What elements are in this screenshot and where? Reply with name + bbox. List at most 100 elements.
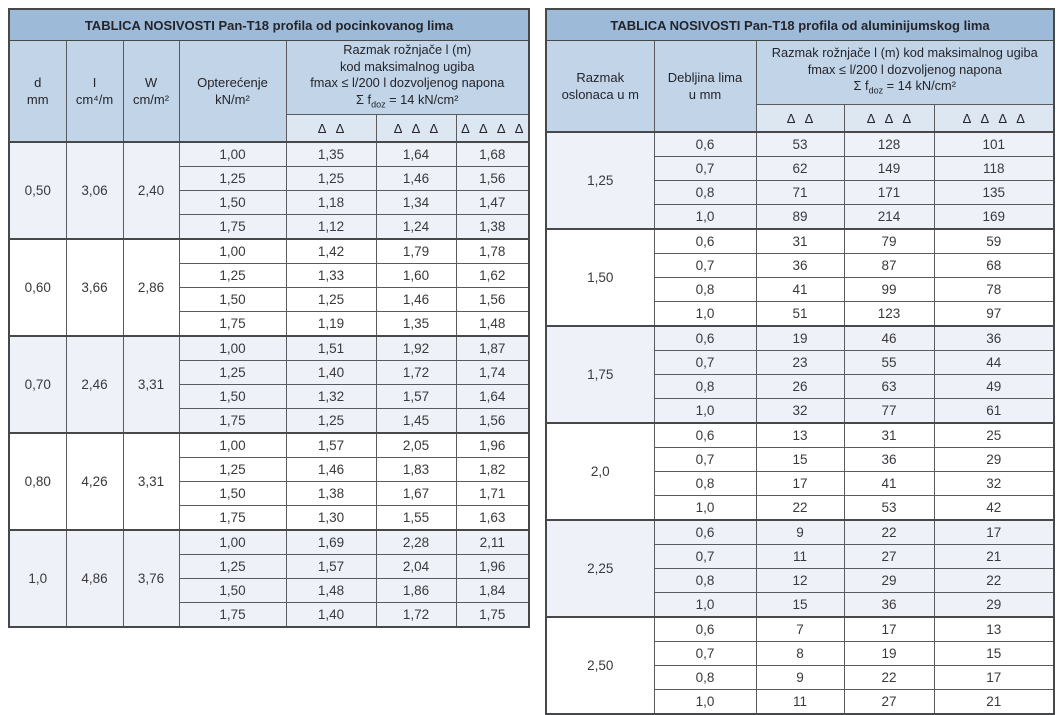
value-cell: 1,64 [375, 141, 457, 167]
value-cell: 1,46 [375, 287, 457, 312]
value-cell: 1,72 [375, 360, 457, 385]
row-key-cell: 0,6 [653, 228, 757, 254]
page: TABLICA NOSIVOSTI Pan-T18 profila od poc… [8, 8, 1056, 715]
table-row: 1,25 1,25 1,46 1,56 [9, 166, 530, 191]
value-cell: 1,24 [375, 214, 457, 240]
value-cell: 1,12 [285, 214, 377, 240]
value-cell: 169 [933, 204, 1055, 230]
row-key-cell: 1,75 [178, 311, 287, 337]
row-key-cell: 1,25 [178, 263, 287, 288]
table-row: 0,8 71 171 135 [546, 180, 1055, 205]
row-key-cell: 0,6 [653, 422, 757, 448]
value-cell: 32 [755, 398, 845, 424]
value-cell: 1,34 [375, 190, 457, 215]
row-key-cell: 1,00 [178, 335, 287, 361]
title-row: TABLICA NOSIVOSTI Pan-T18 profila od poc… [8, 8, 530, 41]
span-header: Razmak rožnjače l (m) kod maksimalnog ug… [755, 40, 1055, 105]
row-key-cell: 0,8 [653, 568, 757, 593]
value-cell: 36 [843, 592, 935, 618]
value-cell: 1,92 [375, 335, 457, 361]
row-key-cell: 1,75 [178, 408, 287, 434]
value-cell: 1,78 [455, 238, 530, 264]
value-cell: 46 [843, 325, 935, 351]
value-cell: 1,57 [375, 384, 457, 409]
value-cell: 1,38 [285, 481, 377, 506]
table-row: 0,60 3,66 2,86 1,00 1,42 1,79 1,78 [8, 238, 530, 337]
value-cell: 29 [933, 592, 1055, 618]
value-cell: 1,84 [455, 578, 530, 603]
value-cell: 1,51 [285, 335, 377, 361]
row-key-cell: 0,6 [653, 616, 757, 642]
group-razmak-value: 2,0 [545, 422, 655, 521]
row-key-cell: 1,50 [178, 578, 287, 603]
col-header-line: oslonaca u m [561, 87, 639, 102]
row-key-cell: 0,7 [653, 253, 757, 278]
span-header-line: Razmak rožnjače l (m) [343, 42, 472, 58]
value-cell: 1,56 [455, 287, 530, 312]
value-cell: 53 [843, 495, 935, 521]
value-cell: 1,82 [455, 457, 530, 482]
value-cell: 1,69 [285, 529, 377, 555]
table-row: 0,7 23 55 44 [546, 350, 1055, 375]
value-cell: 1,48 [285, 578, 377, 603]
value-cell: 171 [843, 180, 935, 205]
group-d-value: 1,0 [8, 529, 67, 628]
value-cell: 23 [755, 350, 845, 375]
value-cell: 123 [843, 301, 935, 327]
value-cell: 15 [933, 641, 1055, 666]
table-row: 0,7 36 87 68 [546, 253, 1055, 278]
value-cell: 1,32 [285, 384, 377, 409]
value-cell: 77 [843, 398, 935, 424]
group-d-value: 0,70 [8, 335, 67, 434]
table-row: 0,50 3,06 2,40 1,00 1,35 1,64 1,68 [8, 141, 530, 240]
col-header-debljina: Debljina lima u mm [653, 40, 757, 133]
value-cell: 12 [755, 568, 845, 593]
row-key-cell: 0,7 [653, 156, 757, 181]
value-cell: 99 [843, 277, 935, 302]
value-cell: 17 [933, 519, 1055, 545]
value-cell: 22 [755, 495, 845, 521]
value-cell: 68 [933, 253, 1055, 278]
value-cell: 1,40 [285, 602, 377, 628]
value-cell: 1,57 [285, 432, 377, 458]
value-cell: 1,48 [455, 311, 530, 337]
value-cell: 19 [755, 325, 845, 351]
value-cell: 135 [933, 180, 1055, 205]
header-row: d mm I cm⁴/m W cm/m² Opterećenje kN/m² R… [8, 40, 530, 143]
group-i-value: 4,86 [65, 529, 124, 628]
span-header-sigma-line: Σ fdoz = 14 kN/cm² [853, 78, 956, 97]
row-key-cell: 1,75 [178, 602, 287, 628]
table-row: 1,50 1,38 1,67 1,71 [9, 481, 530, 506]
value-cell: 7 [755, 616, 845, 642]
table-row: 1,25 1,57 2,04 1,96 [9, 554, 530, 579]
value-cell: 1,55 [375, 505, 457, 531]
row-key-cell: 1,75 [178, 505, 287, 531]
value-cell: 1,33 [285, 263, 377, 288]
col-header-load: Opterećenje kN/m² [178, 40, 287, 143]
value-cell: 29 [933, 447, 1055, 472]
table-row: 1,75 1,40 1,72 1,75 [9, 602, 530, 628]
span-header-line: Razmak rožnjače l (m) kod maksimalnog ug… [771, 45, 1038, 61]
col-header-unit: cm⁴/m [75, 92, 114, 107]
table-row: 1,75 1,30 1,55 1,63 [9, 505, 530, 531]
row-key-cell: 1,0 [653, 495, 757, 521]
row-key-cell: 0,7 [653, 350, 757, 375]
table-row: 1,50 1,18 1,34 1,47 [9, 190, 530, 215]
table-row: 1,75 0,6 19 46 36 [545, 325, 1055, 424]
group-w-value: 2,40 [122, 141, 180, 240]
value-cell: 1,35 [375, 311, 457, 337]
value-cell: 21 [933, 689, 1055, 715]
value-cell: 2,28 [375, 529, 457, 555]
delta-header-row: Δ Δ Δ Δ Δ Δ Δ Δ Δ [9, 114, 530, 143]
table-row: 0,8 12 29 22 [546, 568, 1055, 593]
value-cell: 1,96 [455, 554, 530, 579]
value-cell: 1,71 [455, 481, 530, 506]
row-key-cell: 0,6 [653, 325, 757, 351]
value-cell: 78 [933, 277, 1055, 302]
table-row: 1,75 1,25 1,45 1,56 [9, 408, 530, 434]
table-row: 0,7 11 27 21 [546, 544, 1055, 569]
table-row: 0,8 9 22 17 [546, 665, 1055, 690]
galvanized-table: TABLICA NOSIVOSTI Pan-T18 profila od poc… [8, 8, 531, 628]
value-cell: 13 [755, 422, 845, 448]
col-header-unit: mm [26, 92, 49, 107]
